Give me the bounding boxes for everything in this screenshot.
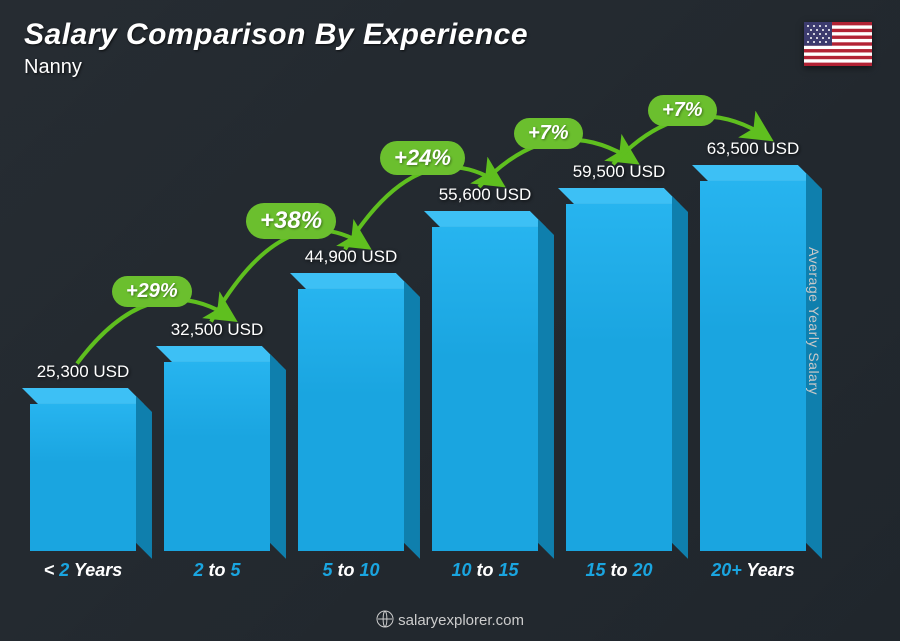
bar-value-label: 25,300 USD xyxy=(37,362,130,382)
bar: 55,600 USD xyxy=(432,227,538,551)
bar-container: 55,600 USD xyxy=(432,227,538,551)
footer-attribution: salaryexplorer.com xyxy=(0,610,900,629)
bar-container: 59,500 USD xyxy=(566,204,672,551)
bar-value-label: 59,500 USD xyxy=(573,162,666,182)
chart-title: Salary Comparison By Experience xyxy=(24,18,528,52)
bar: 63,500 USD xyxy=(700,181,806,551)
footer-text: salaryexplorer.com xyxy=(398,612,524,629)
bar-x-label: 2 to 5 xyxy=(164,560,270,581)
bar-container: 63,500 USD xyxy=(700,181,806,551)
growth-badge: +24% xyxy=(380,141,465,175)
y-axis-label: Average Yearly Salary xyxy=(806,247,822,395)
bar: 44,900 USD xyxy=(298,289,404,551)
growth-badge: +38% xyxy=(246,203,336,239)
country-flag-us xyxy=(804,22,872,66)
header: Salary Comparison By Experience Nanny xyxy=(24,18,528,79)
bar-container: 32,500 USD xyxy=(164,362,270,551)
bar-x-label: 15 to 20 xyxy=(566,560,672,581)
bar: 59,500 USD xyxy=(566,204,672,551)
bar-x-label: 20+ Years xyxy=(700,560,806,581)
bar-container: 44,900 USD xyxy=(298,289,404,551)
growth-badge: +7% xyxy=(514,118,583,149)
bar-value-label: 55,600 USD xyxy=(439,185,532,205)
growth-badge: +7% xyxy=(648,95,717,126)
chart-subtitle: Nanny xyxy=(24,56,528,79)
bar-value-label: 63,500 USD xyxy=(707,139,800,159)
bar-x-label: 5 to 10 xyxy=(298,560,404,581)
bar-value-label: 44,900 USD xyxy=(305,247,398,267)
bar-x-label: < 2 Years xyxy=(30,560,136,581)
bar-x-label: 10 to 15 xyxy=(432,560,538,581)
bar-container: 25,300 USD xyxy=(30,404,136,551)
bar-value-label: 32,500 USD xyxy=(171,320,264,340)
bar: 25,300 USD xyxy=(30,404,136,551)
bar-chart: 25,300 USD < 2 Years 32,500 USD 2 to 5 44,90… xyxy=(30,100,840,581)
bar: 32,500 USD xyxy=(164,362,270,551)
growth-badge: +29% xyxy=(112,276,192,307)
